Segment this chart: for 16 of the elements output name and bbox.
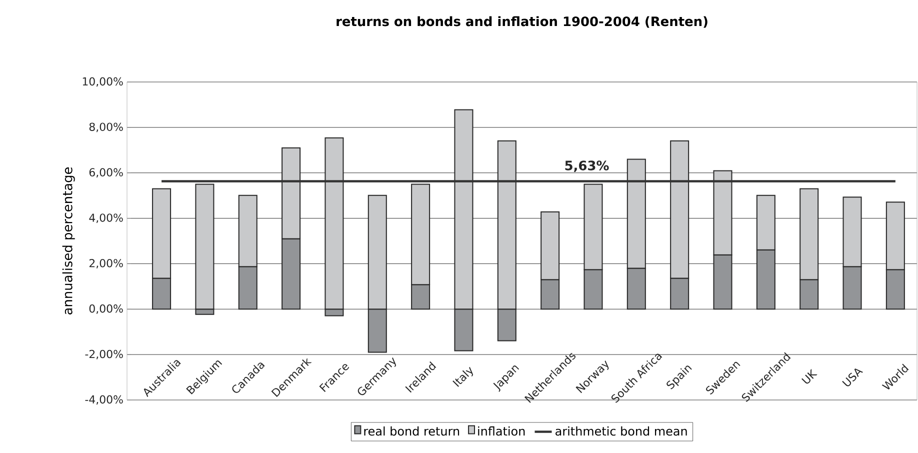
y-tick-label: 6,00% [89,168,123,178]
legend-label: inflation [478,426,525,436]
y-tick-label: 4,00% [89,214,123,223]
y-tick-label: 8,00% [89,122,123,132]
chart-title: returns on bonds and inflation 1900-2004 (Renten) [336,16,708,28]
x-tick-label: USA [842,368,864,386]
legend-label: arithmetic bond mean [556,426,687,436]
y-tick-label: -2,00% [85,350,123,360]
y-tick-label: 0,00% [89,304,123,314]
legend-label: real bond return [364,426,460,436]
y-tick-label: 10,00% [82,77,123,87]
annotation: 5,63% [565,160,609,172]
y-tick-label: -4,00% [85,395,123,405]
y-tick-label: 2,00% [89,259,123,268]
y-axis-title: annualised percentage [62,167,75,314]
x-tick-label: UK [802,368,818,384]
